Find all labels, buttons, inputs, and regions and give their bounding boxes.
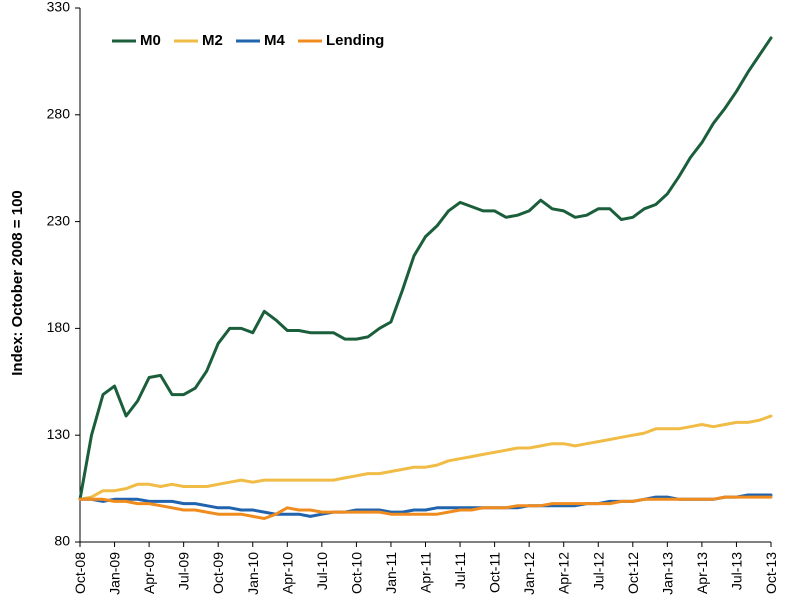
x-axis: Oct-08 Jan-09 Apr-09 Jul-09 Oct-09 Jan-10 Apr-…: [72, 541, 779, 595]
x-tick-label: Jan-09: [107, 552, 123, 595]
x-tick-label: Jan-10: [245, 552, 261, 595]
y-tick-label: 130: [47, 426, 71, 442]
y-axis-title-group: Index: October 2008 = 100: [9, 190, 26, 376]
x-tick-label: Oct-13: [763, 552, 779, 594]
legend-label-m0: M0: [140, 32, 161, 49]
y-tick-label: 80: [54, 533, 70, 549]
legend: M0 M2 M4 Lending: [112, 32, 384, 49]
x-tick-label: Jul-11: [452, 552, 468, 589]
legend-label-m4: M4: [264, 32, 285, 49]
x-tick-label: Jul-10: [314, 552, 330, 590]
y-tick-label: 330: [47, 0, 71, 15]
x-tick-label: Apr-12: [556, 552, 572, 594]
y-tick-label: 230: [47, 212, 71, 228]
x-tick-label: Apr-11: [418, 552, 434, 593]
x-tick-label: Oct-12: [625, 552, 641, 594]
x-tick-label: Jan-13: [659, 552, 675, 595]
y-tick-label: 280: [47, 106, 71, 122]
series-line-m0: [78, 36, 773, 501]
x-tick-label: Jan-11: [383, 552, 399, 594]
x-tick-label: Jul-12: [590, 552, 606, 590]
x-tick-label: Jul-09: [176, 552, 192, 590]
x-tick-label: Apr-10: [279, 552, 295, 594]
y-axis-title: Index: October 2008 = 100: [9, 190, 26, 376]
x-tick-label: Oct-11: [487, 552, 503, 593]
legend-label-lending: Lending: [326, 32, 384, 49]
x-tick-label: Apr-13: [694, 552, 710, 594]
series-line-m4: [78, 493, 773, 518]
y-axis: 80 130 180 230 280 330: [47, 0, 81, 549]
series-line-lending: [78, 495, 773, 520]
x-tick-label: Oct-09: [210, 552, 226, 594]
series-line-m2: [78, 414, 773, 501]
x-tick-label: Jul-13: [728, 552, 744, 590]
x-tick-label: Jan-12: [521, 552, 537, 595]
x-tick-label: Oct-10: [348, 552, 364, 594]
x-tick-label: Apr-09: [141, 552, 157, 594]
y-tick-label: 180: [47, 319, 71, 335]
x-tick-label: Oct-08: [72, 552, 88, 594]
legend-label-m2: M2: [202, 32, 223, 49]
series-layer: [78, 36, 773, 520]
